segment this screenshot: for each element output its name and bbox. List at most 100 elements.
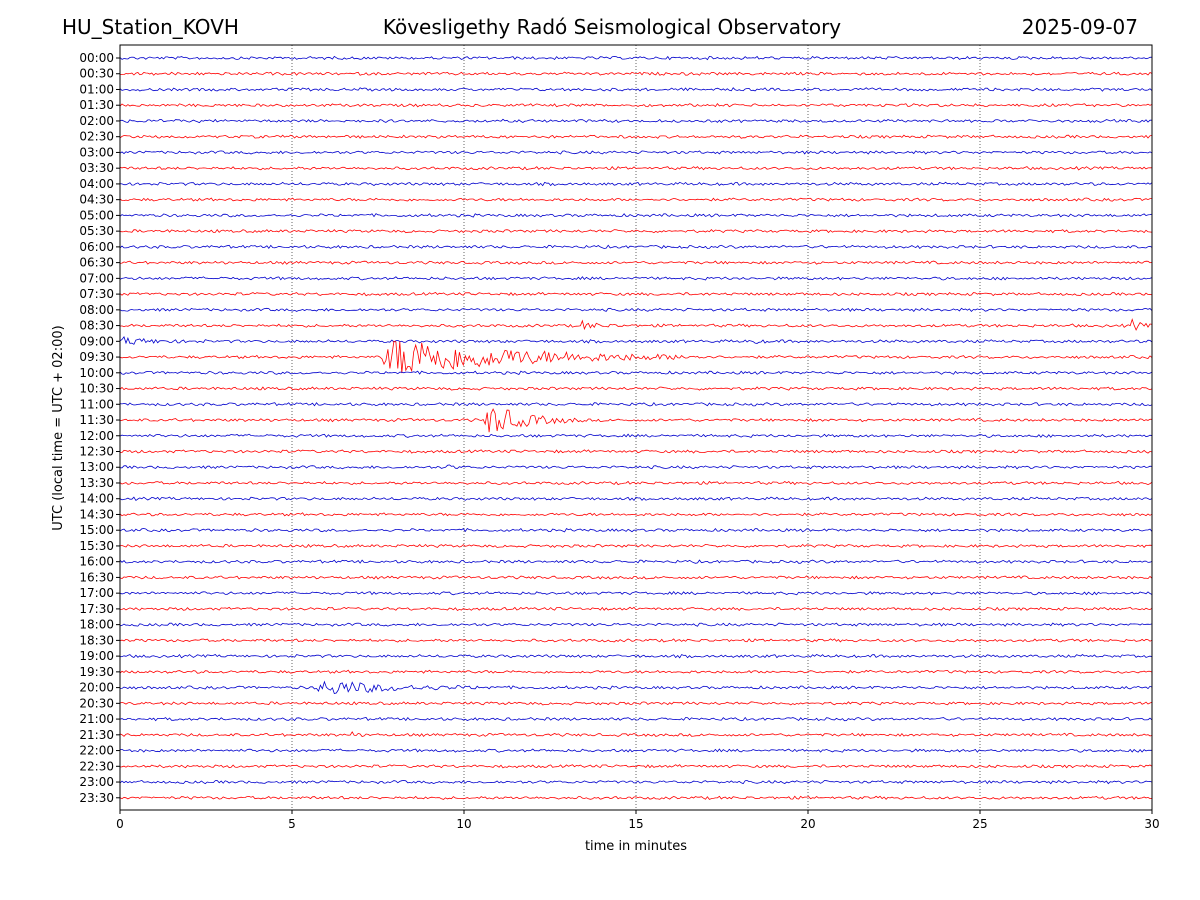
y-tick-label: 06:30 (79, 256, 114, 270)
y-tick-label: 17:00 (79, 586, 114, 600)
trace-1200 (119, 433, 1153, 438)
x-tick-label: 5 (288, 817, 296, 831)
x-tick-label: 0 (116, 817, 124, 831)
y-tick-label: 09:30 (79, 350, 114, 364)
trace-0930 (119, 340, 1153, 374)
y-tick-label: 18:00 (79, 618, 114, 632)
y-tick-label: 13:00 (79, 460, 114, 474)
trace-1300 (120, 464, 1153, 470)
y-tick-label: 16:00 (79, 555, 114, 569)
y-tick-label: 05:30 (79, 224, 114, 238)
y-tick-label: 11:30 (79, 413, 114, 427)
trace-0400 (119, 181, 1153, 187)
y-tick-label: 00:30 (79, 67, 114, 81)
trace-0430 (119, 197, 1152, 202)
y-tick-label: 23:00 (79, 775, 114, 789)
y-tick-label: 03:30 (79, 161, 114, 175)
trace-1530 (119, 543, 1153, 549)
y-tick-label: 23:30 (79, 791, 114, 805)
trace-0100 (119, 87, 1153, 92)
trace-1500 (119, 527, 1153, 533)
y-tick-label: 01:30 (79, 98, 114, 112)
trace-0700 (119, 276, 1153, 281)
y-tick-label: 16:30 (79, 570, 114, 584)
trace-1800 (119, 622, 1153, 627)
y-tick-label: 19:00 (79, 649, 114, 663)
y-tick-label: 11:00 (79, 397, 114, 411)
trace-1430 (119, 512, 1153, 517)
y-tick-label: 03:00 (79, 145, 114, 159)
trace-0030 (119, 71, 1153, 76)
y-tick-label: 15:30 (79, 539, 114, 553)
trace-0230 (119, 134, 1153, 139)
y-tick-label: 22:00 (79, 744, 114, 758)
trace-0630 (119, 260, 1153, 265)
trace-0130 (119, 103, 1153, 108)
y-tick-label: 02:30 (79, 130, 114, 144)
trace-1900 (119, 653, 1153, 659)
y-tick-label: 19:30 (79, 665, 114, 679)
trace-2100 (119, 716, 1153, 722)
y-tick-label: 05:00 (79, 208, 114, 222)
y-tick-label: 20:00 (79, 681, 114, 695)
y-tick-label: 18:30 (79, 633, 114, 647)
grid-lines (291, 45, 981, 810)
trace-1730 (120, 606, 1153, 612)
trace-0000 (119, 55, 1153, 61)
trace-2000 (119, 680, 1153, 694)
y-tick-label: 14:00 (79, 492, 114, 506)
x-tick-label: 10 (456, 817, 471, 831)
trace-0530 (119, 229, 1153, 234)
observatory-title: Kövesligethy Radó Seismological Observat… (382, 15, 842, 39)
trace-1600 (119, 559, 1153, 564)
trace-1100 (119, 402, 1153, 407)
trace-1330 (119, 480, 1153, 486)
y-tick-label: 01:00 (79, 82, 114, 96)
x-ticks: 0 5 10 15 20 25 30 (116, 810, 1160, 831)
y-tick-label: 21:30 (79, 728, 114, 742)
trace-1000 (119, 370, 1153, 376)
trace-0600 (119, 244, 1153, 249)
trace-0830 (119, 318, 1153, 331)
trace-2300 (119, 779, 1153, 785)
x-tick-label: 20 (800, 817, 815, 831)
trace-0500 (119, 213, 1153, 218)
y-tick-label: 07:30 (79, 287, 114, 301)
y-tick-label: 08:30 (79, 319, 114, 333)
x-axis-label: time in minutes (585, 839, 687, 854)
y-tick-label: 08:00 (79, 303, 114, 317)
seismic-traces (119, 55, 1153, 800)
trace-0730 (119, 291, 1153, 297)
trace-2230 (119, 764, 1153, 769)
y-tick-label: 12:00 (79, 429, 114, 443)
y-tick-label: 21:00 (79, 712, 114, 726)
y-tick-label: 04:30 (79, 193, 114, 207)
y-tick-label: 12:30 (79, 445, 114, 459)
y-tick-label: 14:30 (79, 507, 114, 521)
trace-1400 (119, 496, 1153, 502)
trace-1830 (119, 638, 1153, 643)
y-tick-label: 09:00 (79, 334, 114, 348)
trace-2200 (119, 748, 1152, 753)
y-tick-label: 02:00 (79, 114, 114, 128)
trace-1130 (119, 408, 1152, 433)
y-tick-label: 17:30 (79, 602, 114, 616)
trace-0300 (119, 150, 1153, 155)
y-tick-label: 07:00 (79, 271, 114, 285)
y-tick-label: 04:00 (79, 177, 114, 191)
x-tick-label: 30 (1144, 817, 1159, 831)
x-tick-label: 25 (972, 817, 987, 831)
trace-2330 (119, 795, 1153, 800)
y-tick-label: 20:30 (79, 696, 114, 710)
y-tick-label: 06:00 (79, 240, 114, 254)
trace-1930 (119, 669, 1153, 674)
trace-0330 (119, 166, 1152, 171)
y-axis-label: UTC (local time = UTC + 02:00) (51, 325, 66, 530)
y-tick-label: 10:00 (79, 366, 114, 380)
trace-1700 (119, 590, 1153, 596)
trace-1230 (119, 449, 1153, 454)
y-tick-label: 22:30 (79, 759, 114, 773)
x-tick-label: 15 (628, 817, 643, 831)
